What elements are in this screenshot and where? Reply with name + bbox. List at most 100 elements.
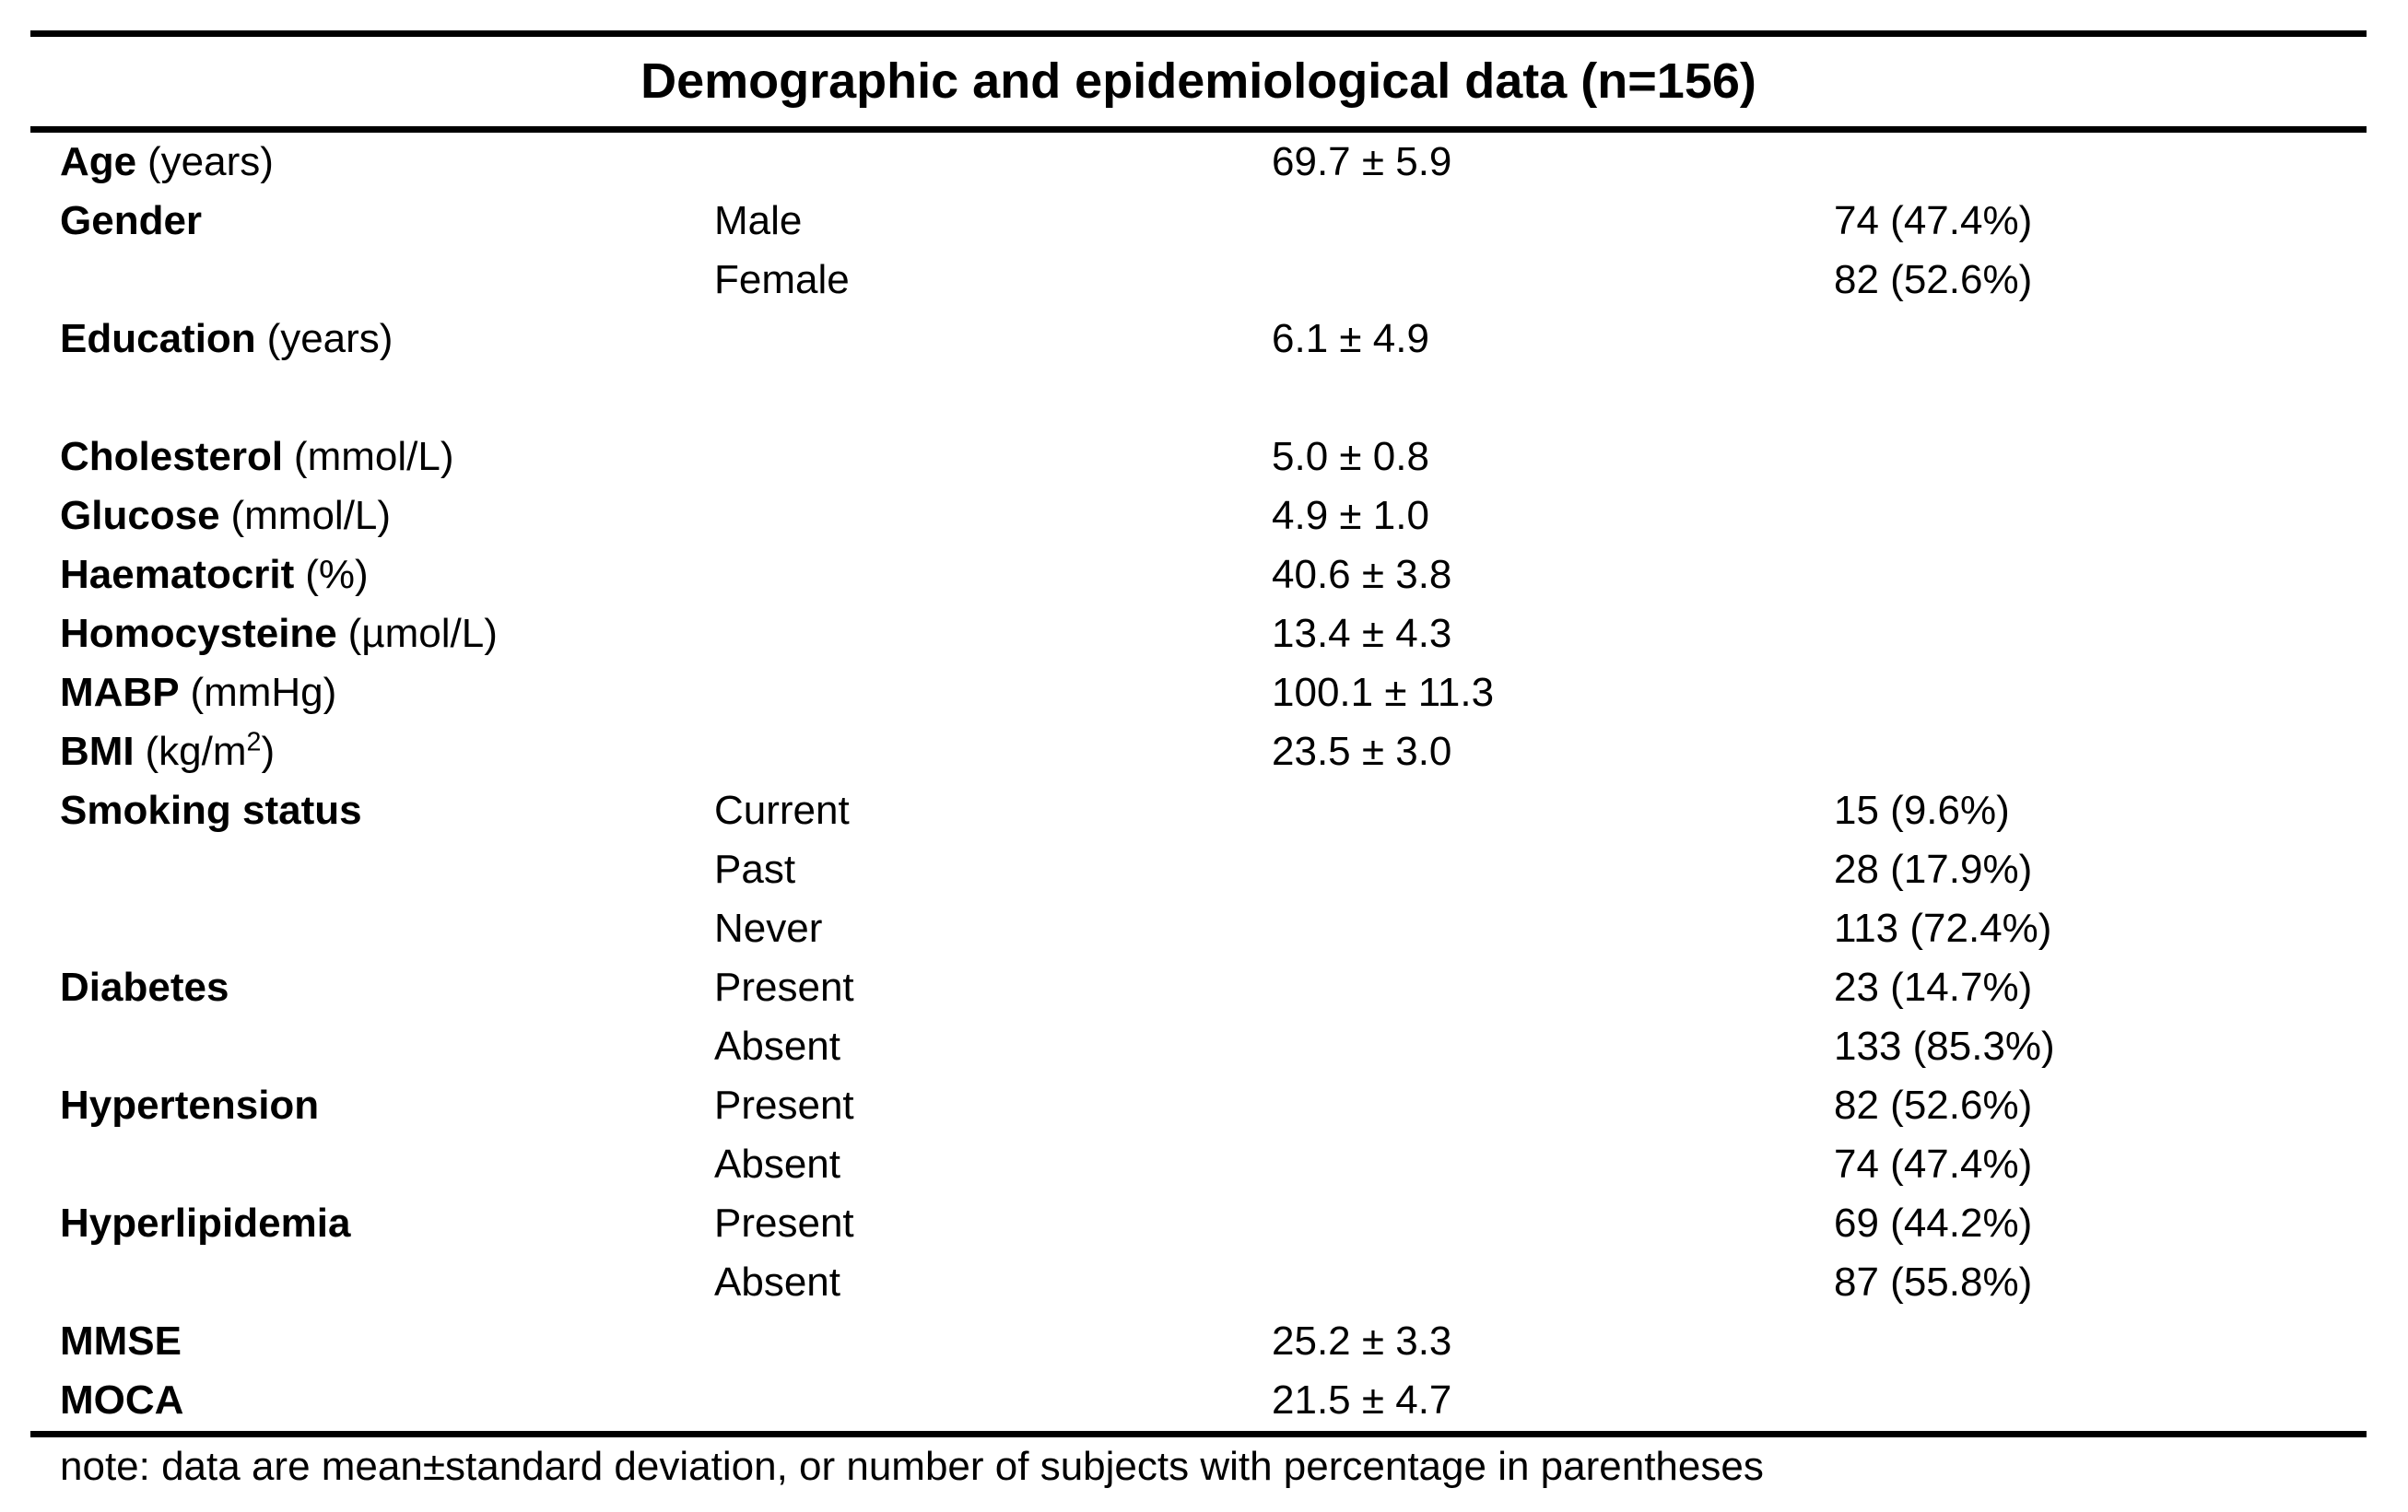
row-category	[714, 310, 1272, 369]
row-variable: MOCA	[60, 1371, 714, 1430]
variable-name: MMSE	[60, 1319, 182, 1364]
variable-name: Smoking status	[60, 788, 362, 833]
row-variable: Gender	[60, 192, 714, 251]
row-category: Female	[714, 257, 850, 302]
table-title: Demographic and epidemiological data (n=…	[640, 53, 1756, 109]
row-variable	[60, 369, 714, 428]
row-mean-sd	[1272, 1135, 1834, 1194]
row-mean-sd: 4.9 ± 1.0	[1272, 493, 1429, 538]
table-row: Education (years) 6.1 ± 4.9	[60, 310, 2367, 369]
row-n-percent: 133 (85.3%)	[1834, 1024, 2055, 1069]
row-category	[714, 604, 1272, 663]
variable-unit: (years)	[266, 316, 394, 361]
table-top-rule	[30, 30, 2367, 37]
variable-unit: (mmHg)	[190, 670, 337, 715]
variable-unit-superscript: 2	[246, 727, 262, 757]
row-variable: Smoking status	[60, 781, 714, 840]
table-header-rule	[30, 126, 2367, 133]
row-n-percent: 28 (17.9%)	[1834, 847, 2033, 892]
variable-name: BMI	[60, 729, 135, 774]
row-variable	[60, 1017, 714, 1076]
table-row: Absent 87 (55.8%)	[60, 1253, 2367, 1312]
row-variable	[60, 1253, 714, 1312]
row-n-percent: 87 (55.8%)	[1834, 1260, 2033, 1305]
table-row: Hypertension Present 82 (52.6%)	[60, 1076, 2367, 1135]
row-variable: Education (years)	[60, 310, 714, 369]
variable-name: MOCA	[60, 1377, 184, 1423]
table-row: Absent 133 (85.3%)	[60, 1017, 2367, 1076]
row-n-percent: 82 (52.6%)	[1834, 1083, 2033, 1128]
variable-unit: (µmol/L)	[347, 611, 498, 656]
row-n-percent: 15 (9.6%)	[1834, 788, 2010, 833]
table-row: Cholesterol (mmol/L) 5.0 ± 0.8	[60, 428, 2367, 486]
row-variable: MMSE	[60, 1312, 714, 1371]
row-mean-sd	[1272, 781, 1834, 840]
row-category	[714, 545, 1272, 604]
row-category: Present	[714, 965, 854, 1010]
row-mean-sd	[1272, 1076, 1834, 1135]
row-category	[714, 722, 1272, 781]
variable-name: Age	[60, 139, 137, 184]
variable-name: Cholesterol	[60, 434, 284, 479]
table-row: Never 113 (72.4%)	[60, 899, 2367, 958]
table-body: Age (years) 69.7 ± 5.9 Gender Male 74 (47.4%)…	[30, 133, 2367, 1430]
row-mean-sd: 6.1 ± 4.9	[1272, 316, 1429, 361]
table-row: MABP (mmHg) 100.1 ± 11.3	[60, 663, 2367, 722]
row-mean-sd: 23.5 ± 3.0	[1272, 729, 1452, 774]
table-row: MOCA 21.5 ± 4.7	[60, 1371, 2367, 1430]
variable-name: MABP	[60, 670, 180, 715]
row-n-percent	[1834, 369, 2367, 428]
variable-unit: (mmol/L)	[230, 493, 392, 538]
row-n-percent: 74 (47.4%)	[1834, 198, 2033, 243]
table-row: Smoking status Current 15 (9.6%)	[60, 781, 2367, 840]
row-category: Present	[714, 1083, 854, 1128]
row-n-percent: 69 (44.2%)	[1834, 1201, 2033, 1246]
row-variable: Haematocrit (%)	[60, 545, 714, 604]
row-category: Present	[714, 1201, 854, 1246]
row-variable	[60, 840, 714, 899]
variable-name: Homocysteine	[60, 611, 337, 656]
table-note: note: data are mean±standard deviation, …	[60, 1444, 1764, 1489]
row-mean-sd	[1272, 369, 1834, 428]
table-row: Glucose (mmol/L) 4.9 ± 1.0	[60, 486, 2367, 545]
row-mean-sd	[1272, 251, 1834, 310]
row-mean-sd: 40.6 ± 3.8	[1272, 552, 1452, 597]
variable-name: Glucose	[60, 493, 220, 538]
row-category	[714, 663, 1272, 722]
variable-unit: (years)	[147, 139, 274, 184]
variable-unit: (kg/m	[145, 729, 247, 774]
row-n-percent	[1834, 604, 2367, 663]
row-variable	[60, 1135, 714, 1194]
row-n-percent	[1834, 545, 2367, 604]
table-row: Haematocrit (%) 40.6 ± 3.8	[60, 545, 2367, 604]
row-variable: Cholesterol (mmol/L)	[60, 428, 714, 486]
row-n-percent: 23 (14.7%)	[1834, 965, 2033, 1010]
row-n-percent: 74 (47.4%)	[1834, 1142, 2033, 1187]
row-n-percent	[1834, 428, 2367, 486]
table-title-row: Demographic and epidemiological data (n=…	[30, 37, 2367, 126]
variable-name: Haematocrit	[60, 552, 295, 597]
row-category	[714, 369, 1272, 428]
table-row: Female 82 (52.6%)	[60, 251, 2367, 310]
row-variable: MABP (mmHg)	[60, 663, 714, 722]
row-n-percent: 82 (52.6%)	[1834, 257, 2033, 302]
table-row: MMSE 25.2 ± 3.3	[60, 1312, 2367, 1371]
row-n-percent	[1834, 310, 2367, 369]
table-row: Age (years) 69.7 ± 5.9	[60, 133, 2367, 192]
row-mean-sd	[1272, 1017, 1834, 1076]
variable-name: Hypertension	[60, 1083, 320, 1128]
row-category	[714, 1312, 1272, 1371]
row-category	[714, 133, 1272, 192]
table-row: Hyperlipidemia Present 69 (44.2%)	[60, 1194, 2367, 1253]
row-mean-sd	[1272, 1194, 1834, 1253]
row-mean-sd: 69.7 ± 5.9	[1272, 139, 1452, 184]
table-row	[60, 369, 2367, 428]
variable-name: Diabetes	[60, 965, 229, 1010]
row-mean-sd: 100.1 ± 11.3	[1272, 670, 1495, 715]
row-variable: Hyperlipidemia	[60, 1194, 714, 1253]
row-n-percent	[1834, 1312, 2367, 1371]
table-row: Past 28 (17.9%)	[60, 840, 2367, 899]
variable-name: Hyperlipidemia	[60, 1201, 351, 1246]
row-n-percent	[1834, 1371, 2367, 1430]
